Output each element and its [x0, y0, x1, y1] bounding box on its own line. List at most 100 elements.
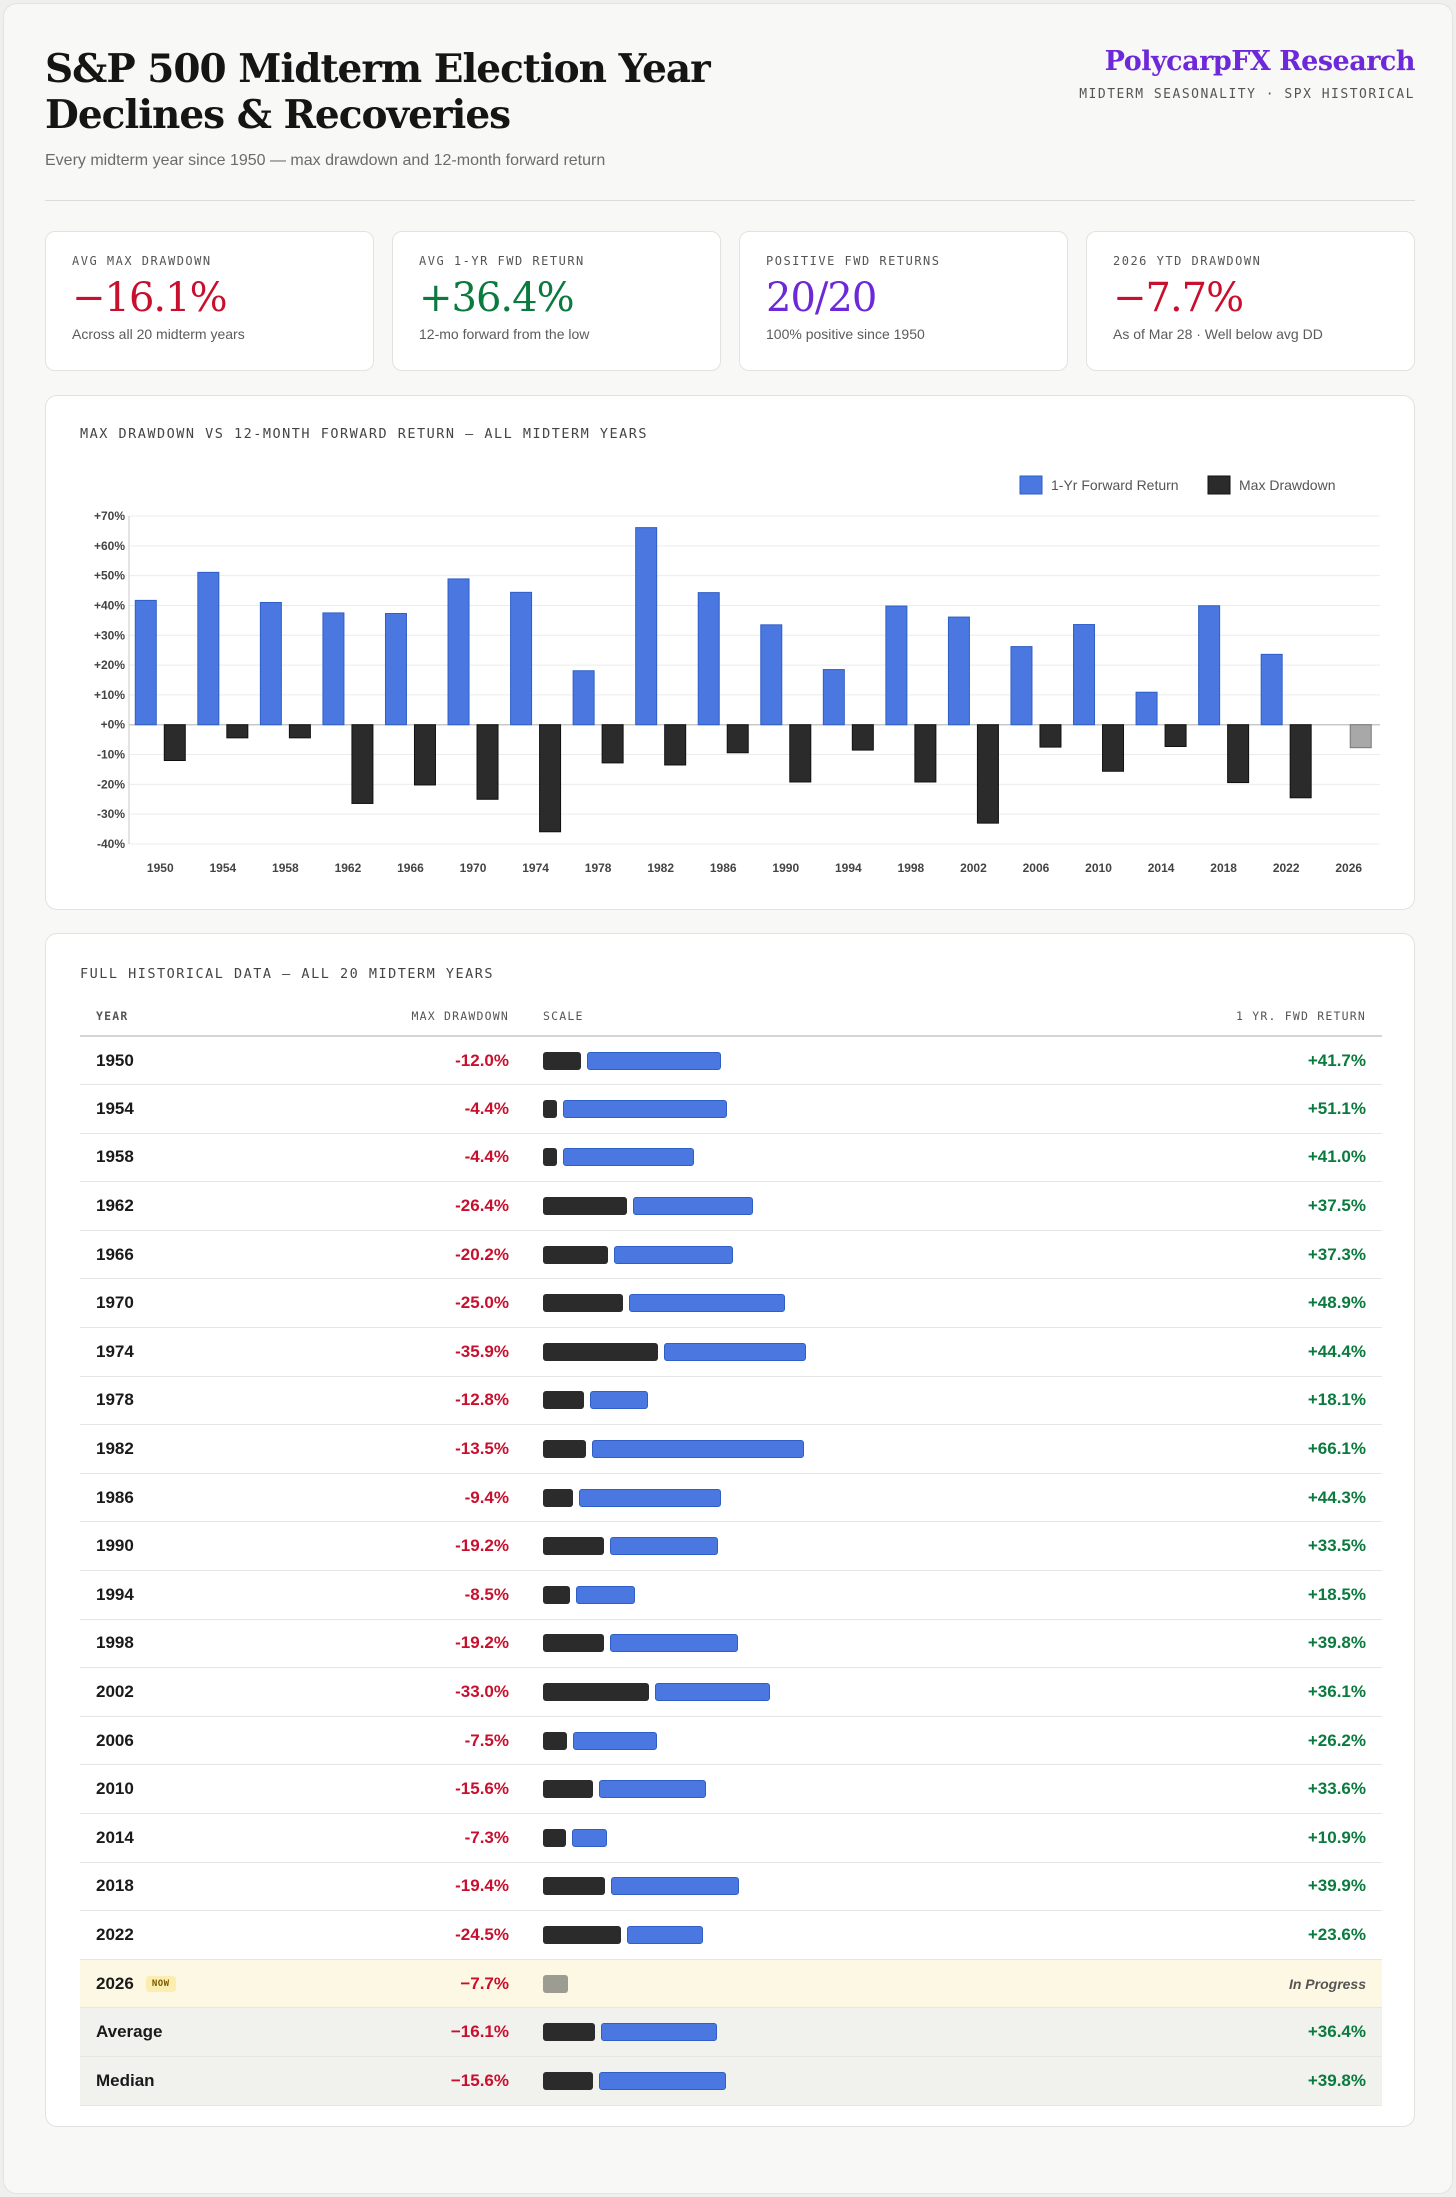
forward-return-bar [384, 613, 407, 726]
stat-note: 12-mo forward from the low [419, 326, 590, 342]
row-scale [526, 1376, 1006, 1426]
row-scale [526, 1473, 1006, 1523]
drawdown-bar [543, 1731, 567, 1750]
y-tick-label: +30% [94, 628, 125, 642]
row-forward-return: +41.0% [1006, 1133, 1382, 1183]
row-year: 1954 [80, 1084, 230, 1134]
x-tick-label: 1970 [460, 861, 487, 875]
table-row-current-year: 2026 NOW −7.7% In Progress [80, 1959, 1382, 2009]
legend-label-max-drawdown: Max Drawdown [1239, 477, 1335, 493]
table-row: 1970 -25.0% +48.9% [80, 1278, 1382, 1329]
y-tick-label: +50% [94, 569, 125, 583]
x-tick-label: 2006 [1023, 861, 1050, 875]
forward-return-bar [1260, 653, 1283, 726]
row-year: 1978 [80, 1376, 230, 1426]
drawdown-bar [543, 1925, 622, 1944]
forward-return-bar [635, 527, 658, 726]
table-row: 2014 -7.3% +10.9% [80, 1813, 1382, 1863]
table-row: 1998 -19.2% +39.8% [80, 1619, 1382, 1669]
row-year: 1966 [80, 1230, 230, 1280]
stat-label: AVG MAX DRAWDOWN [72, 254, 212, 268]
forward-return-bar [627, 1925, 703, 1944]
table-row: 1974 -35.9% +44.4% [80, 1327, 1382, 1377]
x-tick-label: 1986 [710, 861, 737, 875]
max-drawdown-bar [476, 724, 499, 800]
forward-return-bar [447, 578, 470, 726]
table-row: 1958 -4.4% +41.0% [80, 1133, 1382, 1183]
max-drawdown-bar [1349, 724, 1372, 749]
x-tick-label: 1998 [898, 861, 925, 875]
x-tick-label: 1982 [647, 861, 674, 875]
stat-note: As of Mar 28 · Well below avg DD [1113, 326, 1323, 342]
max-drawdown-bar [851, 724, 874, 751]
drawdown-bar [543, 1780, 593, 1799]
scale-bars [543, 1634, 1006, 1653]
row-scale [526, 1764, 1006, 1814]
stat-label: POSITIVE FWD RETURNS [766, 254, 941, 268]
row-forward-return: +10.9% [1006, 1813, 1382, 1863]
brand-tagline: MIDTERM SEASONALITY · SPX HISTORICAL [1079, 87, 1415, 102]
table-panel: FULL HISTORICAL DATA — ALL 20 MIDTERM YE… [45, 933, 1415, 2127]
forward-return-bar [654, 1683, 771, 1702]
scale-bars [543, 1440, 1006, 1459]
forward-return-bar [610, 1537, 718, 1556]
forward-return-bar [1073, 624, 1096, 726]
current-year: 2026 [96, 1973, 134, 1993]
row-max-drawdown: −16.1% [230, 2007, 526, 2057]
scale-bars [543, 1342, 1006, 1361]
drawdown-bar [543, 1148, 558, 1167]
page-title: S&P 500 Midterm Election Year Declines &… [45, 46, 1415, 138]
page-subtitle: Every midterm year since 1950 — max draw… [45, 152, 606, 169]
row-max-drawdown: -19.4% [230, 1862, 526, 1912]
max-drawdown-bar [914, 724, 937, 783]
forward-return-bar [592, 1440, 804, 1459]
drawdown-bar [543, 1585, 571, 1604]
row-max-drawdown: -7.3% [230, 1813, 526, 1863]
max-drawdown-bar [1102, 724, 1125, 772]
row-year: 1982 [80, 1424, 230, 1474]
legend-swatch-forward-return [1019, 475, 1043, 495]
drawdown-bar [543, 1974, 568, 1993]
row-scale [526, 1327, 1006, 1377]
forward-return-bar [822, 669, 845, 726]
forward-return-bar [598, 1780, 707, 1799]
max-drawdown-bar [1039, 724, 1062, 748]
row-year: 2002 [80, 1667, 230, 1717]
row-year: 1998 [80, 1619, 230, 1669]
scale-bars [543, 1925, 1006, 1944]
drawdown-bar [543, 2023, 595, 2042]
now-badge: NOW [145, 1976, 176, 1993]
stat-value: 20/20 [766, 275, 877, 321]
table-row: 1982 -13.5% +66.1% [80, 1424, 1382, 1474]
bar-chart: +70% +60% +50% +40% +30% +20% +10% +0% -10% -20% -… [94, 475, 1380, 875]
row-scale [526, 1570, 1006, 1620]
drawdown-bar [543, 1537, 605, 1556]
row-scale [526, 1036, 1006, 1086]
max-drawdown-bar [413, 724, 436, 786]
row-label: Average [80, 2007, 230, 2057]
history-table: YEAR MAX DRAWDOWN SCALE 1 YR. FWD RETURN… [80, 996, 1382, 2106]
forward-return-bar [1135, 691, 1158, 726]
drawdown-bar [543, 1197, 628, 1216]
y-tick-label: -30% [97, 807, 125, 821]
scale-bars [543, 1585, 1006, 1604]
scale-bars [543, 1488, 1006, 1507]
max-drawdown-bar [726, 724, 749, 754]
row-max-drawdown: −7.7% [230, 1959, 526, 2009]
row-scale [526, 1230, 1006, 1280]
x-tick-label: 1994 [835, 861, 862, 875]
scale-bars [543, 2071, 1006, 2090]
row-forward-return: +51.1% [1006, 1084, 1382, 1134]
row-forward-return: +33.5% [1006, 1521, 1382, 1572]
stat-note: Across all 20 midterm years [72, 326, 245, 342]
row-scale [526, 1084, 1006, 1134]
forward-return-bar [572, 670, 595, 726]
scale-bars [543, 1051, 1006, 1070]
row-max-drawdown: -7.5% [230, 1716, 526, 1766]
chart-panel: MAX DRAWDOWN VS 12-MONTH FORWARD RETURN … [45, 395, 1415, 910]
table-panel-title: FULL HISTORICAL DATA — ALL 20 MIDTERM YE… [80, 966, 494, 982]
max-drawdown-bar [351, 724, 374, 804]
header-max-drawdown: MAX DRAWDOWN [230, 996, 526, 1037]
row-year: 1994 [80, 1570, 230, 1620]
header-scale: SCALE [526, 996, 1006, 1037]
